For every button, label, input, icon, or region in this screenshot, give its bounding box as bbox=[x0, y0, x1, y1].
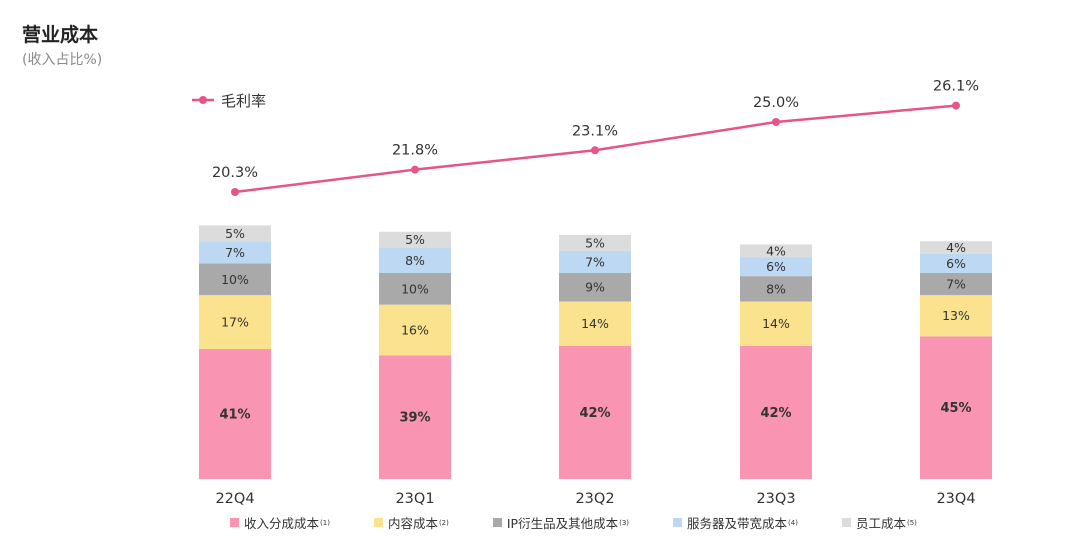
legend-item-series-2: 内容成本 (2) bbox=[373, 513, 449, 532]
bar-label-23q4-series-2: 13% bbox=[942, 308, 970, 323]
bar-label-23q2-series-1: 42% bbox=[579, 406, 610, 421]
bar-segment-23q1-series-1 bbox=[379, 355, 451, 479]
line-legend-label: 毛利率 bbox=[221, 92, 266, 110]
chart-title: 营业成本 bbox=[22, 24, 99, 46]
gross-margin-point-23q3 bbox=[772, 117, 780, 126]
gross-margin-label-23q4: 26.1% bbox=[933, 79, 979, 95]
legend-swatch bbox=[841, 518, 851, 527]
x-tick-label-23q2: 23Q2 bbox=[575, 491, 614, 507]
bar-segment-23q3-series-2 bbox=[740, 301, 812, 346]
bar-segment-23q1-series-4 bbox=[379, 247, 451, 273]
legend-label: 服务器及带宽成本 bbox=[687, 516, 788, 531]
legend-label: 员工成本 bbox=[855, 516, 906, 531]
x-tick-label-23q1: 23Q1 bbox=[395, 491, 434, 507]
bar-segment-23q3-series-4 bbox=[740, 257, 812, 277]
bar-label-23q4-series-3: 7% bbox=[946, 277, 966, 292]
bar-segment-23q3-series-5 bbox=[740, 244, 812, 258]
bar-label-22q4-series-4: 7% bbox=[225, 245, 245, 260]
bar-segment-23q2-series-3 bbox=[559, 272, 631, 302]
legend-item-series-1: 收入分成成本 (1) bbox=[230, 513, 330, 532]
bar-label-23q1-series-2: 16% bbox=[401, 323, 429, 338]
bar-label-23q2-series-2: 14% bbox=[581, 316, 609, 331]
bar-segment-23q4-series-5 bbox=[920, 241, 992, 254]
gross-margin-label-23q3: 25.0% bbox=[753, 95, 799, 111]
legend-swatch bbox=[492, 518, 502, 527]
legend-swatch bbox=[373, 518, 383, 527]
legend-footnote: (5) bbox=[906, 518, 917, 527]
line-legend-marker bbox=[199, 96, 207, 104]
bar-segment-23q2-series-5 bbox=[559, 234, 631, 251]
bar-segment-22q4-series-3 bbox=[199, 263, 271, 296]
bar-label-23q3-series-3: 8% bbox=[766, 281, 786, 296]
gross-margin-point-22q4 bbox=[231, 188, 239, 196]
gross-margin-label-23q1: 21.8% bbox=[392, 143, 438, 159]
bar-label-23q4-series-1: 45% bbox=[940, 401, 971, 416]
bar-segment-23q4-series-4 bbox=[920, 253, 992, 273]
bar-label-23q3-series-2: 14% bbox=[762, 316, 790, 331]
chart-subtitle: (收入占比%) bbox=[22, 52, 103, 68]
bar-segment-23q3-series-1 bbox=[740, 345, 812, 479]
bar-segment-23q2-series-2 bbox=[559, 301, 631, 346]
legend-label: 内容成本 bbox=[387, 516, 438, 531]
gross-margin-point-23q4 bbox=[952, 101, 960, 110]
bar-segment-23q1-series-5 bbox=[379, 231, 451, 248]
bar-label-23q4-series-4: 6% bbox=[946, 256, 966, 271]
legend-item-series-3: IP衍生品及其他成本 (3) bbox=[492, 513, 630, 532]
bar-label-23q1-series-4: 8% bbox=[405, 253, 425, 268]
bar-label-22q4-series-2: 17% bbox=[221, 315, 249, 330]
bar-label-23q3-series-4: 6% bbox=[766, 259, 786, 274]
x-tick-label-22q4: 22Q4 bbox=[215, 491, 254, 507]
bar-label-23q1-series-5: 5% bbox=[405, 232, 425, 247]
bar-label-23q1-series-3: 10% bbox=[401, 281, 429, 296]
bar-segment-23q4-series-1 bbox=[920, 336, 992, 479]
bar-segment-22q4-series-4 bbox=[199, 241, 271, 264]
bar-segment-23q2-series-4 bbox=[559, 250, 631, 273]
bar-segment-23q4-series-3 bbox=[920, 272, 992, 296]
bar-segment-23q3-series-3 bbox=[740, 276, 812, 302]
gross-margin-point-23q2 bbox=[591, 146, 599, 155]
legend-swatch bbox=[230, 518, 239, 527]
gross-margin-point-23q1 bbox=[411, 165, 419, 174]
gross-margin-label-23q2: 23.1% bbox=[572, 123, 618, 139]
bar-segment-23q2-series-1 bbox=[559, 345, 631, 479]
gross-margin-label-22q4: 20.3% bbox=[212, 165, 258, 181]
legend-footnote: (4) bbox=[788, 518, 798, 527]
bar-label-22q4-series-3: 10% bbox=[221, 272, 249, 287]
bar-label-23q2-series-4: 7% bbox=[585, 254, 605, 269]
bar-label-22q4-series-5: 5% bbox=[225, 226, 245, 241]
bar-label-22q4-series-1: 41% bbox=[219, 408, 250, 423]
bar-label-23q1-series-1: 39% bbox=[399, 411, 430, 426]
bar-segment-23q1-series-2 bbox=[379, 304, 451, 356]
bar-segment-22q4-series-5 bbox=[199, 225, 271, 242]
legend-label: 收入分成成本 bbox=[244, 516, 320, 531]
bar-segment-23q1-series-3 bbox=[379, 272, 451, 305]
bar-label-23q2-series-5: 5% bbox=[585, 235, 605, 250]
legend-item-series-5: 员工成本 (5) bbox=[841, 513, 917, 532]
bar-segment-23q4-series-2 bbox=[920, 295, 992, 337]
bar-label-23q4-series-5: 4% bbox=[946, 240, 966, 255]
legend-footnote: (2) bbox=[438, 518, 449, 527]
x-tick-label-23q3: 23Q3 bbox=[756, 491, 795, 507]
chart-legend: 收入分成成本 (1) 内容成本 (2) IP衍生品及其他成本 (3) 服务器及带宽成本 (4)… bbox=[230, 513, 961, 532]
legend-footnote: (1) bbox=[320, 518, 330, 527]
bar-label-23q3-series-1: 42% bbox=[760, 406, 791, 421]
bar-label-23q3-series-5: 4% bbox=[766, 243, 786, 258]
bar-segment-22q4-series-2 bbox=[199, 295, 271, 350]
legend-swatch bbox=[673, 518, 683, 527]
x-tick-label-23q4: 23Q4 bbox=[936, 491, 975, 507]
bar-label-23q2-series-3: 9% bbox=[585, 280, 605, 295]
legend-footnote: (3) bbox=[619, 518, 630, 527]
bar-segment-22q4-series-1 bbox=[199, 349, 271, 479]
legend-label: IP衍生品及其他成本 bbox=[506, 516, 619, 531]
legend-item-series-4: 服务器及带宽成本 (4) bbox=[673, 513, 798, 532]
